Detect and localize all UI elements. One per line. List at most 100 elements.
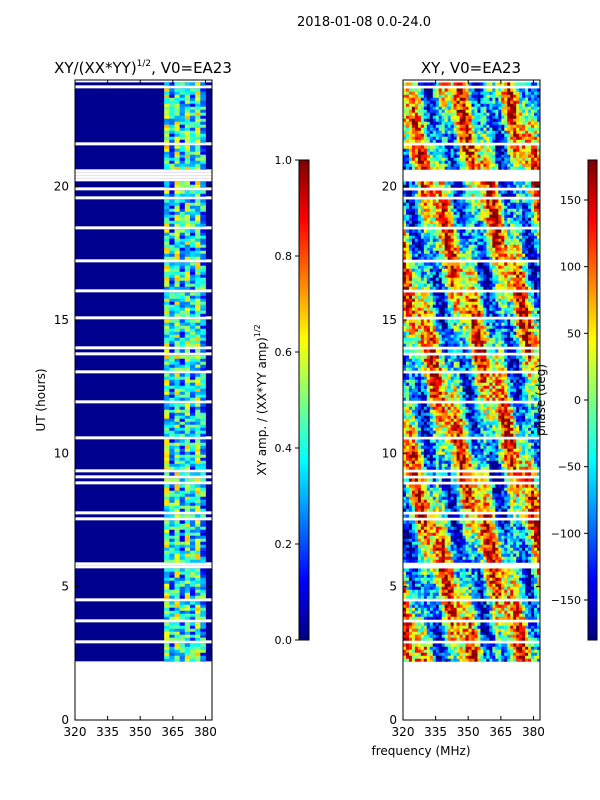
phase-cell: [408, 571, 413, 575]
phase-cell: [438, 574, 443, 578]
amp-cell: [195, 283, 201, 287]
phase-cell: [405, 433, 410, 437]
phase-cell: [429, 403, 434, 407]
amp-cell: [174, 382, 181, 386]
phase-cell: [450, 559, 455, 563]
amp-cell: [164, 595, 170, 599]
phase-cell: [504, 493, 508, 497]
phase-cell: [483, 652, 487, 656]
phase-cell: [444, 418, 449, 422]
amp-cell: [164, 559, 170, 563]
amp-cell: [164, 130, 170, 134]
amp-cell: [179, 541, 186, 545]
phase-cell: [519, 478, 523, 482]
phase-cell: [405, 616, 410, 620]
phase-cell: [447, 415, 452, 419]
phase-cell: [492, 652, 496, 656]
amp-cell: [179, 610, 186, 614]
amp-cell: [169, 133, 175, 137]
amp-gap-row: [75, 517, 212, 521]
phase-cell: [450, 460, 455, 464]
phase-cell: [507, 544, 511, 548]
amp-gap-row: [75, 400, 212, 404]
phase-cell: [447, 631, 452, 635]
amp-cell: [200, 439, 206, 443]
amp-cell: [174, 484, 181, 488]
phase-cell: [417, 559, 422, 563]
amp-cell: [179, 637, 186, 641]
amp-cell: [189, 658, 196, 662]
amp-cell: [179, 208, 186, 212]
phase-cell: [405, 439, 410, 443]
phase-cell: [507, 505, 511, 509]
phase-cell: [450, 457, 455, 461]
phase-cell: [498, 610, 502, 614]
phase-cell: [480, 556, 484, 560]
amp-cell: [174, 499, 181, 503]
amp-cell: [184, 466, 191, 470]
phase-cell: [483, 544, 487, 548]
amp-cell: [174, 301, 181, 305]
amp-cell: [174, 277, 181, 281]
phase-cell: [525, 406, 529, 410]
phase-cell: [403, 496, 407, 500]
phase-cell: [426, 403, 431, 407]
phase-cell: [534, 397, 538, 401]
phase-cell: [531, 652, 535, 656]
phase-cell: [498, 625, 502, 629]
phase-cell: [426, 583, 431, 587]
amp-cell: [174, 280, 181, 284]
phase-cell: [480, 421, 484, 425]
phase-cell: [411, 568, 416, 572]
phase-cell: [510, 592, 514, 596]
phase-cell: [477, 466, 481, 470]
phase-cell: [420, 457, 425, 461]
amp-cell: [200, 145, 206, 149]
phase-cell: [477, 592, 481, 596]
phase-cell: [516, 577, 520, 581]
amp-cell: [179, 154, 186, 158]
amp-cell: [179, 277, 186, 281]
phase-cell: [510, 553, 514, 557]
amp-cell: [184, 247, 191, 251]
phase-cell: [468, 418, 472, 422]
phase-cell: [519, 457, 523, 461]
phase-cell: [429, 589, 434, 593]
phase-cell: [507, 526, 511, 530]
amp-cell: [174, 124, 181, 128]
phase-cell: [498, 589, 502, 593]
amp-cell: [169, 394, 175, 398]
phase-cell: [414, 403, 419, 407]
phase-cell: [480, 577, 484, 581]
phase-cell: [471, 466, 475, 470]
phase-cell: [477, 547, 481, 551]
phase-cell: [420, 658, 425, 662]
phase-cell: [495, 532, 499, 536]
phase-cell: [468, 415, 472, 419]
phase-cell: [456, 622, 460, 626]
phase-cell: [447, 463, 452, 467]
amp-cell: [184, 355, 191, 359]
phase-cell: [420, 454, 425, 458]
phase-cell: [441, 628, 446, 632]
phase-cell: [408, 397, 413, 401]
phase-cell: [450, 403, 455, 407]
phase-gap-row: [403, 436, 540, 440]
phase-cell: [525, 523, 529, 527]
phase-cell: [528, 583, 532, 587]
phase-cell: [537, 427, 540, 431]
phase-cell: [403, 403, 407, 407]
phase-cell: [456, 553, 460, 557]
phase-cell: [486, 646, 490, 650]
phase-cell: [504, 583, 508, 587]
phase-cell: [489, 460, 493, 464]
phase-cell: [486, 439, 490, 443]
phase-cell: [510, 535, 514, 539]
amp-cell: [179, 514, 186, 518]
phase-cell: [438, 580, 443, 584]
phase-cell: [492, 568, 496, 572]
phase-cell: [522, 646, 526, 650]
phase-cell: [483, 643, 487, 647]
phase-cell: [498, 541, 502, 545]
phase-cell: [537, 493, 540, 497]
